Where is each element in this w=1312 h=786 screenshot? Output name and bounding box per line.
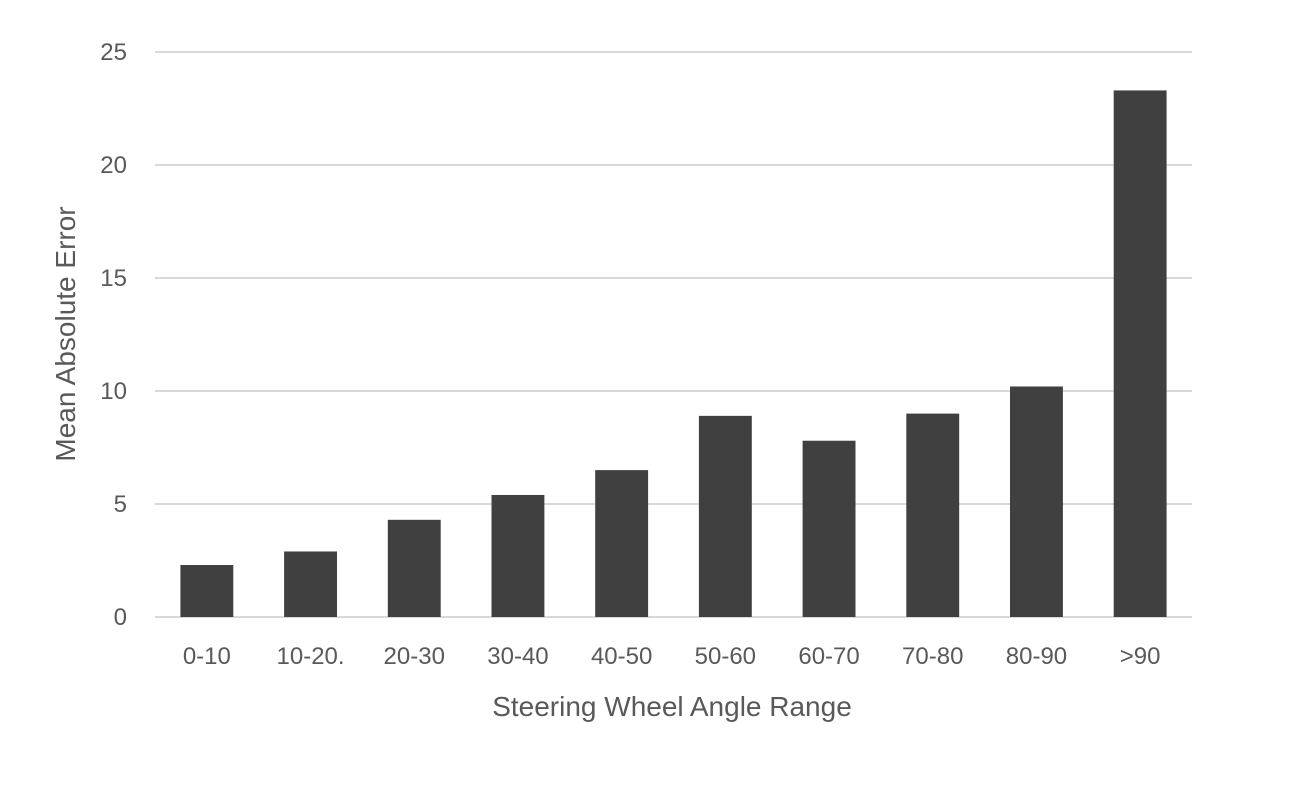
bars [180, 90, 1167, 618]
x-tick-label: 60-70 [798, 643, 859, 670]
bar [1010, 386, 1063, 617]
bar [1113, 90, 1167, 618]
y-tick-label: 15 [100, 265, 127, 292]
y-axis-ticks: 0 5 10 15 20 25 [100, 39, 127, 631]
x-tick-label: 80-90 [1006, 643, 1067, 670]
bar [595, 470, 649, 617]
x-tick-label: 50-60 [695, 643, 756, 670]
bar [698, 415, 752, 617]
bar [491, 494, 545, 617]
y-axis-title: Mean Absolute Error [50, 206, 81, 461]
x-axis-title: Steering Wheel Angle Range [492, 691, 852, 722]
bar [802, 440, 856, 617]
bar [180, 565, 234, 617]
y-tick-label: 25 [100, 39, 127, 66]
x-tick-label: 40-50 [591, 643, 652, 670]
x-axis-ticks: 0-10 10-20. 20-30 30-40 40-50 50-60 60-70 70-80… [183, 643, 1161, 670]
bar [906, 413, 960, 617]
y-tick-label: 10 [100, 378, 127, 405]
x-tick-label: 30-40 [487, 643, 548, 670]
y-tick-label: 20 [100, 152, 127, 179]
x-tick-label: >90 [1120, 643, 1161, 670]
x-tick-label: 70-80 [902, 643, 963, 670]
x-tick-label: 0-10 [183, 643, 231, 670]
x-tick-label: 20-30 [384, 643, 445, 670]
bar [284, 551, 337, 617]
x-tick-label: 10-20. [277, 643, 345, 670]
y-tick-label: 0 [114, 604, 127, 631]
y-tick-label: 5 [114, 491, 127, 518]
bar [387, 519, 441, 617]
